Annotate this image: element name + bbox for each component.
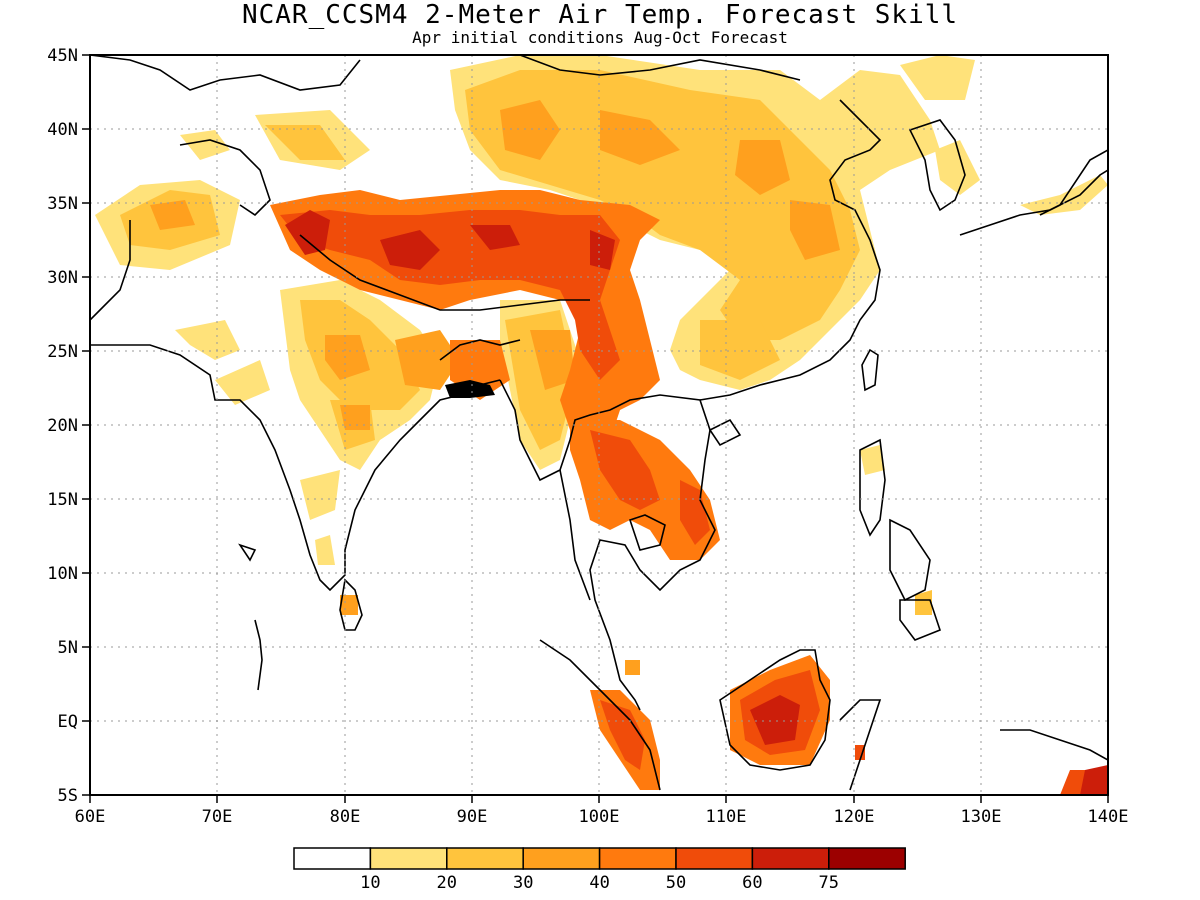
y-tick-label: EQ [58,712,78,732]
x-tick-label: 140E [1088,807,1129,827]
colorbar-label: 20 [437,873,457,893]
colorbar-swatch [675,847,754,870]
map-subtitle: Apr initial conditions Aug-Oct Forecast [412,28,788,47]
colorbar-swatch [293,847,372,870]
colorbar-label: 50 [666,873,686,893]
x-tick-label: 60E [75,807,106,827]
y-tick-label: 20N [47,416,78,436]
colorbar-swatch [369,847,448,870]
colorbar-swatch [446,847,524,870]
colorbar-swatch [522,847,601,870]
x-tick-label: 120E [834,807,875,827]
x-tick-label: 100E [579,807,620,827]
skill-shading [95,55,1108,795]
y-tick-label: 5N [58,638,78,658]
colorbar-label: 10 [360,873,380,893]
x-tick-label: 110E [706,807,747,827]
colorbar: 10 20 30 40 50 60 75 [293,847,906,893]
y-tick-label: 35N [47,194,78,214]
colorbar-label: 60 [742,873,762,893]
y-tick-labels: 45N 40N 35N 30N 25N 20N 15N 10N 5N EQ 5S [47,46,78,806]
colorbar-swatch [751,847,830,870]
colorbar-swatch [598,847,677,870]
y-tick-label: 30N [47,268,78,288]
x-tick-label: 70E [202,807,233,827]
ganges-delta [445,380,495,398]
y-tick-label: 40N [47,120,78,140]
x-tick-label: 130E [961,807,1002,827]
coastlines [90,55,1108,791]
tick-marks [82,54,1109,803]
x-tick-labels: 60E 70E 80E 90E 100E 110E 120E 130E 140E [75,807,1129,827]
colorbar-label: 30 [513,873,533,893]
x-tick-label: 90E [457,807,488,827]
grid-lines [90,55,1108,795]
colorbar-label: 40 [589,873,609,893]
x-tick-label: 80E [330,807,361,827]
y-tick-label: 45N [47,46,78,66]
y-tick-label: 5S [58,786,78,806]
y-tick-label: 10N [47,564,78,584]
map-title: NCAR_CCSM4 2-Meter Air Temp. Forecast Sk… [241,0,959,30]
y-tick-label: 25N [47,342,78,362]
y-tick-label: 15N [47,490,78,510]
colorbar-swatch [828,847,906,870]
colorbar-label: 75 [819,873,839,893]
